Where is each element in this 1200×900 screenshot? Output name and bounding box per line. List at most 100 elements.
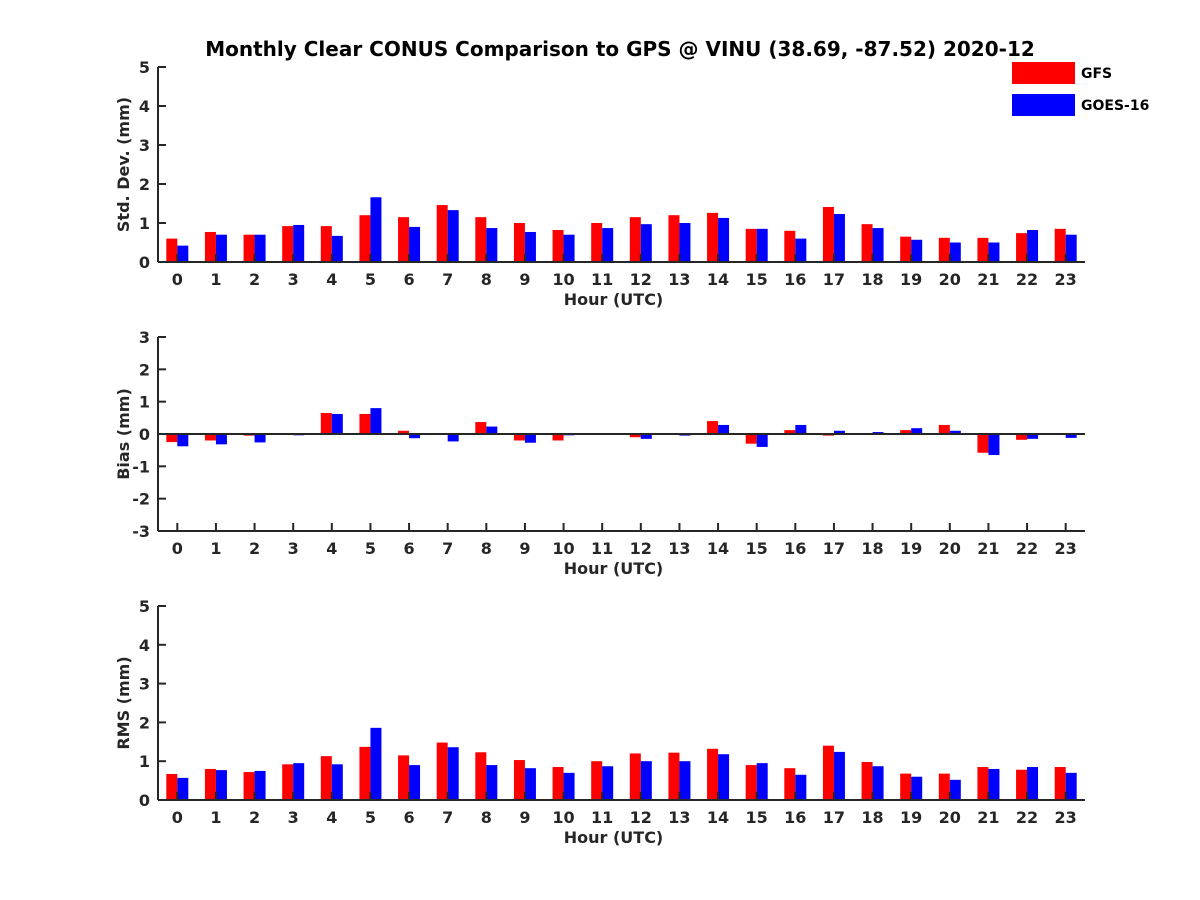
bar-goes-16-hour-16	[795, 424, 807, 434]
x-tick-label: 1	[210, 539, 221, 558]
bar-gfs-hour-6	[398, 217, 410, 262]
bar-gfs-hour-11	[591, 223, 603, 262]
bar-gfs-hour-10	[552, 230, 564, 262]
bar-goes-16-hour-5	[370, 197, 382, 262]
bar-goes-16-hour-0	[177, 245, 189, 262]
bar-gfs-hour-3	[282, 226, 294, 262]
bar-goes-16-hour-16	[795, 238, 807, 262]
y-tick-label: 2	[139, 360, 150, 379]
bar-gfs-hour-1	[204, 231, 216, 262]
bar-gfs-hour-9	[513, 223, 525, 262]
bar-goes-16-hour-20	[949, 242, 961, 262]
bar-gfs-hour-20	[938, 237, 950, 262]
bar-goes-16-hour-8	[486, 765, 498, 800]
bar-goes-16-hour-5	[370, 408, 382, 434]
bar-gfs-hour-0	[166, 434, 178, 443]
bar-gfs-hour-10	[552, 434, 564, 441]
bar-gfs-hour-12	[629, 753, 641, 800]
x-axis-label: Hour (UTC)	[564, 828, 664, 847]
bar-goes-16-hour-11	[602, 766, 614, 800]
bar-gfs-hour-5	[359, 746, 371, 800]
bar-goes-16-hour-17	[833, 214, 845, 262]
bar-gfs-hour-12	[629, 434, 641, 438]
bar-gfs-hour-5	[359, 413, 371, 434]
bar-gfs-hour-19	[900, 236, 912, 262]
x-tick-label: 14	[707, 808, 729, 827]
bar-goes-16-hour-3	[293, 763, 305, 800]
x-tick-label: 10	[552, 808, 574, 827]
bar-gfs-hour-11	[591, 761, 603, 800]
x-tick-label: 8	[481, 539, 492, 558]
x-tick-label: 6	[403, 539, 414, 558]
bar-goes-16-hour-6	[409, 226, 421, 262]
bar-goes-16-hour-21	[988, 434, 1000, 456]
bar-goes-16-hour-2	[254, 434, 266, 443]
bar-goes-16-hour-7	[447, 210, 459, 262]
y-tick-label: 1	[139, 393, 150, 412]
x-tick-label: 4	[326, 270, 337, 289]
bar-goes-16-hour-23	[1065, 234, 1077, 262]
bar-goes-16-hour-21	[988, 242, 1000, 262]
bar-goes-16-hour-17	[833, 751, 845, 800]
y-tick-label: 5	[139, 597, 150, 616]
x-tick-label: 10	[552, 539, 574, 558]
bar-gfs-hour-17	[822, 207, 834, 262]
bar-gfs-hour-19	[900, 773, 912, 800]
x-tick-label: 11	[591, 808, 613, 827]
x-tick-label: 6	[403, 270, 414, 289]
bar-gfs-hour-14	[707, 421, 719, 434]
bar-goes-16-hour-0	[177, 434, 189, 447]
bar-goes-16-hour-12	[640, 224, 652, 262]
x-tick-label: 19	[900, 539, 922, 558]
bar-gfs-hour-4	[320, 412, 332, 434]
bar-goes-16-hour-19	[911, 239, 923, 262]
x-tick-label: 15	[746, 270, 768, 289]
x-tick-label: 17	[823, 808, 845, 827]
x-tick-label: 21	[977, 808, 999, 827]
x-tick-label: 8	[481, 808, 492, 827]
bar-gfs-hour-6	[398, 430, 410, 434]
x-tick-label: 18	[861, 539, 883, 558]
x-tick-label: 13	[668, 808, 690, 827]
x-tick-label: 5	[365, 808, 376, 827]
x-tick-label: 23	[1055, 270, 1077, 289]
y-tick-label: 3	[139, 328, 150, 347]
bar-gfs-hour-2	[243, 772, 255, 800]
x-tick-label: 16	[784, 270, 806, 289]
x-tick-label: 10	[552, 270, 574, 289]
x-tick-label: 3	[288, 539, 299, 558]
x-tick-label: 18	[861, 808, 883, 827]
y-tick-label: 3	[139, 136, 150, 155]
x-tick-label: 4	[326, 539, 337, 558]
bar-goes-16-hour-22	[1027, 434, 1039, 439]
bar-goes-16-hour-4	[331, 235, 343, 262]
x-tick-label: 14	[707, 539, 729, 558]
x-tick-label: 8	[481, 270, 492, 289]
bar-gfs-hour-4	[320, 226, 332, 262]
x-tick-label: 7	[442, 270, 453, 289]
bar-gfs-hour-15	[745, 434, 757, 444]
x-axis-label: Hour (UTC)	[564, 290, 664, 309]
bar-goes-16-hour-13	[679, 761, 691, 800]
bar-gfs-hour-0	[166, 774, 178, 800]
x-tick-label: 9	[519, 270, 530, 289]
bar-goes-16-hour-20	[949, 779, 961, 800]
bar-goes-16-hour-10	[563, 772, 575, 800]
bar-gfs-hour-3	[282, 764, 294, 800]
bar-goes-16-hour-5	[370, 727, 382, 800]
bar-gfs-hour-13	[668, 215, 680, 262]
x-tick-label: 17	[823, 270, 845, 289]
bar-gfs-hour-8	[475, 752, 487, 800]
bar-gfs-hour-20	[938, 424, 950, 434]
bar-gfs-hour-17	[822, 745, 834, 800]
x-tick-label: 15	[746, 539, 768, 558]
bar-goes-16-hour-12	[640, 761, 652, 800]
y-tick-label: 2	[139, 175, 150, 194]
x-tick-label: 11	[591, 539, 613, 558]
x-tick-label: 5	[365, 539, 376, 558]
bar-gfs-hour-21	[977, 767, 989, 800]
bar-goes-16-hour-18	[872, 228, 884, 262]
bar-goes-16-hour-15	[756, 434, 768, 447]
